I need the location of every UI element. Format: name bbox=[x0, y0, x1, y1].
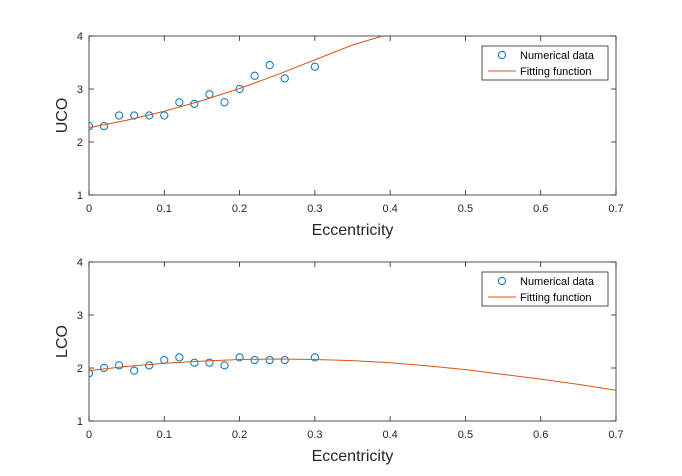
top-x-tick-label: 0.4 bbox=[382, 203, 397, 215]
top-data-point bbox=[280, 74, 289, 83]
bottom-data-point bbox=[145, 361, 154, 370]
top-legend-entry: Numerical data bbox=[520, 50, 595, 62]
top-x-tick-label: 0.3 bbox=[307, 203, 322, 215]
top-x-tick-label: 0.2 bbox=[232, 203, 247, 215]
bottom-data-point bbox=[310, 353, 319, 362]
bottom-legend-marker-swatch bbox=[497, 276, 507, 286]
top-fitting-line bbox=[89, 36, 383, 129]
top-data-point bbox=[115, 111, 124, 120]
top-y-tick-label: 2 bbox=[77, 137, 83, 149]
bottom-legend-entry: Fitting function bbox=[520, 292, 592, 304]
bottom-y-tick-label: 1 bbox=[77, 416, 83, 428]
top-legend-entry: Fitting function bbox=[520, 66, 592, 78]
top-x-axis-label: Eccentricity bbox=[312, 222, 394, 239]
bottom-y-axis-label: LCO bbox=[54, 325, 71, 358]
bottom-data-point bbox=[250, 355, 259, 365]
bottom-x-tick-label: 0.2 bbox=[232, 429, 247, 441]
bottom-x-axis-label: Eccentricity bbox=[312, 448, 394, 465]
bottom-y-tick-label: 2 bbox=[77, 363, 83, 375]
top-data-point bbox=[250, 71, 259, 80]
top-y-tick-label: 4 bbox=[77, 31, 83, 43]
bottom-x-tick-label: 0.4 bbox=[382, 429, 397, 441]
top-data-point bbox=[310, 62, 319, 71]
bottom-y-tick-label: 3 bbox=[77, 310, 83, 322]
bottom-data-point bbox=[205, 358, 214, 367]
top-data-point bbox=[235, 84, 244, 94]
top-data-point bbox=[160, 111, 169, 120]
bottom-x-tick-label: 0.3 bbox=[307, 429, 322, 441]
bottom-legend-entry: Numerical data bbox=[520, 276, 595, 288]
bottom-fitting-line bbox=[89, 358, 616, 391]
top-subplot: 0 0.1 0.2 0.3 0.4 0.5 0.6 0.7 1 2 3 4 Eccentricity UC… bbox=[54, 31, 624, 239]
bottom-plot-area bbox=[89, 353, 616, 391]
bottom-data-point bbox=[99, 363, 109, 373]
bottom-data-point bbox=[220, 361, 229, 370]
top-plot-area bbox=[89, 36, 383, 131]
top-y-tick-label: 3 bbox=[77, 84, 83, 96]
top-data-point bbox=[265, 61, 274, 70]
bottom-x-tick-label: 0.5 bbox=[458, 429, 473, 441]
bottom-y-tick-label: 4 bbox=[77, 257, 83, 269]
bottom-data-point bbox=[190, 358, 199, 367]
top-legend: Numerical data Fitting function bbox=[481, 45, 609, 81]
bottom-data-point bbox=[115, 361, 124, 370]
bottom-data-point bbox=[175, 353, 184, 362]
bottom-data-point bbox=[130, 366, 139, 375]
top-x-tick-label: 0.6 bbox=[533, 203, 548, 215]
top-x-tick-label: 0.7 bbox=[608, 203, 623, 215]
bottom-x-tick-label: 0.7 bbox=[608, 429, 623, 441]
top-x-tick-label: 0.5 bbox=[458, 203, 473, 215]
bottom-legend: Numerical data Fitting function bbox=[481, 271, 609, 307]
top-legend-marker-swatch bbox=[497, 50, 507, 60]
top-data-point bbox=[130, 111, 139, 120]
top-x-tick-label: 0.1 bbox=[157, 203, 172, 215]
top-data-point bbox=[99, 122, 109, 131]
top-y-tick-label: 1 bbox=[77, 190, 83, 202]
bottom-x-tick-label: 0 bbox=[86, 429, 92, 441]
bottom-data-point bbox=[280, 355, 289, 365]
top-data-point bbox=[175, 98, 184, 107]
bottom-data-point bbox=[89, 369, 94, 378]
top-data-point bbox=[89, 122, 94, 131]
bottom-data-point bbox=[235, 353, 244, 362]
bottom-data-point bbox=[265, 355, 274, 365]
top-data-point bbox=[220, 98, 229, 107]
bottom-subplot: 0 0.1 0.2 0.3 0.4 0.5 0.6 0.7 1 2 3 4 Eccentricity LC… bbox=[54, 257, 624, 465]
top-x-tick-label: 0 bbox=[86, 203, 92, 215]
bottom-x-tick-label: 0.1 bbox=[157, 429, 172, 441]
bottom-x-tick-label: 0.6 bbox=[533, 429, 548, 441]
top-y-axis-label: UCO bbox=[54, 98, 71, 134]
